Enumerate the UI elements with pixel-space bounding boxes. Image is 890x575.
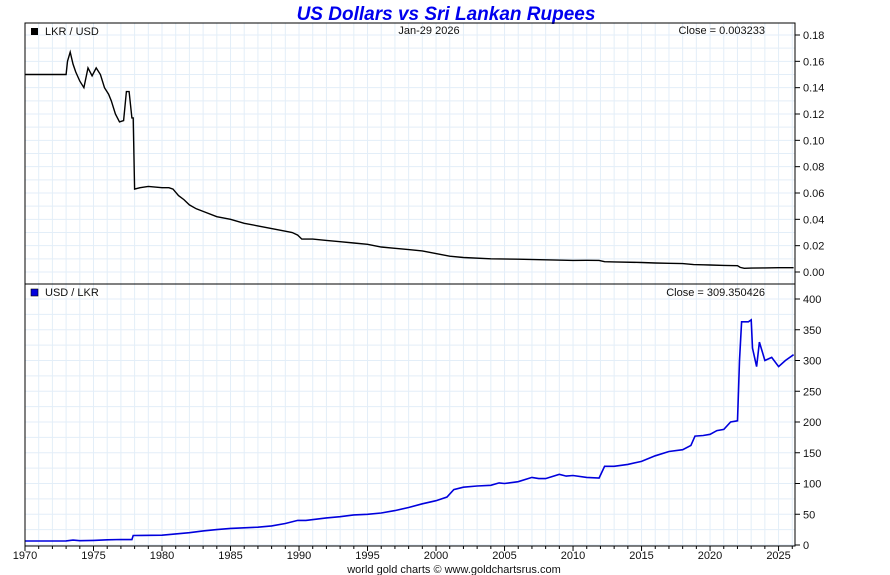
x-tick-label: 1985 <box>218 550 242 562</box>
lkr-usd-legend-label: LKR / USD <box>45 26 99 38</box>
y-tick-label: 0.00 <box>803 267 824 279</box>
chart-title: US Dollars vs Sri Lankan Rupees <box>297 4 596 25</box>
y-tick-label: 200 <box>803 417 821 429</box>
x-tick-label: 1995 <box>355 550 379 562</box>
top-y-axis: 0.18 0.16 0.14 0.12 0.10 0.08 0.06 0.04 0.02 0.00 <box>795 30 824 279</box>
y-tick-label: 250 <box>803 386 821 398</box>
y-tick-label: 0.04 <box>803 214 824 226</box>
x-tick-label: 2000 <box>424 550 448 562</box>
y-tick-label: 400 <box>803 294 821 306</box>
x-tick-label: 2010 <box>561 550 585 562</box>
bottom-y-axis: 400 350 300 250 200 150 100 50 0 <box>795 294 821 552</box>
usd-lkr-close-label: Close = 309.350426 <box>666 287 765 299</box>
y-tick-label: 0.12 <box>803 109 824 121</box>
y-tick-label: 150 <box>803 448 821 460</box>
top-panel-grid <box>25 23 795 284</box>
y-tick-label: 100 <box>803 479 821 491</box>
y-tick-label: 0.06 <box>803 188 824 200</box>
y-tick-label: 0.16 <box>803 56 824 68</box>
x-tick-label: 1990 <box>287 550 311 562</box>
x-tick-label: 2015 <box>629 550 653 562</box>
y-tick-label: 0.18 <box>803 30 824 42</box>
x-tick-label: 1980 <box>150 550 174 562</box>
lkr-usd-series-line <box>25 49 794 270</box>
x-tick-label: 1970 <box>13 550 37 562</box>
lkr-usd-legend-swatch <box>31 28 38 35</box>
x-tick-label: 2020 <box>698 550 722 562</box>
x-tick-label: 1975 <box>81 550 105 562</box>
lkr-usd-close-label: Close = 0.003233 <box>678 25 765 37</box>
y-tick-label: 0.02 <box>803 241 824 253</box>
usd-lkr-legend-swatch <box>30 288 39 297</box>
bottom-panel-frame <box>24 283 796 547</box>
y-tick-label: 0.08 <box>803 162 824 174</box>
y-tick-label: 300 <box>803 356 821 368</box>
x-axis: 1970 1975 1980 1985 1990 1995 2000 2005 2010 2015… <box>13 546 793 562</box>
usd-lkr-series-line <box>24 318 795 542</box>
y-tick-label: 0.10 <box>803 135 824 147</box>
usd-lkr-legend-label: USD / LKR <box>45 287 99 299</box>
y-tick-label: 50 <box>803 509 815 521</box>
x-tick-label: 2025 <box>766 550 790 562</box>
footer-credit: world gold charts © www.goldchartsrus.co… <box>346 564 561 575</box>
y-tick-label: 0.14 <box>803 83 824 95</box>
date-label: Jan-29 2026 <box>398 25 459 37</box>
y-tick-label: 350 <box>803 325 821 337</box>
x-tick-label: 2005 <box>492 550 516 562</box>
y-tick-label: 0 <box>803 540 809 552</box>
